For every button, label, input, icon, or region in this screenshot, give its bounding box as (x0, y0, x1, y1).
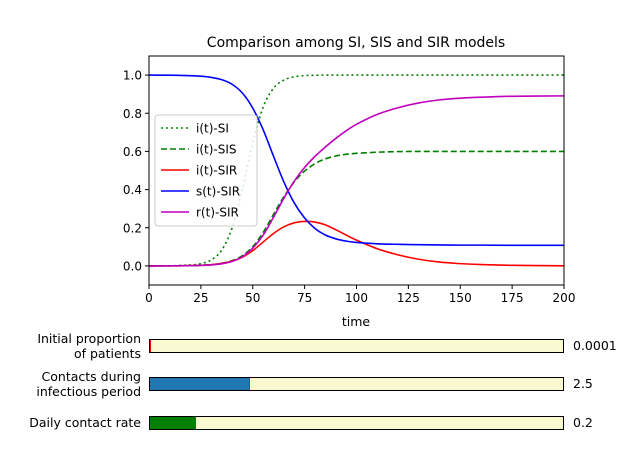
x-axis: 0 25 50 75 100 125 150 175 200 (145, 285, 575, 305)
legend-label: i(t)-SIS (196, 143, 237, 157)
x-tick-label: 125 (397, 291, 420, 305)
x-tick-label: 175 (501, 291, 524, 305)
legend-box (154, 114, 258, 227)
series-line-s-t-sir (148, 74, 565, 247)
legend-label: i(t)-SI (196, 122, 229, 136)
slider-label-line2: of patients (73, 346, 141, 361)
line-chart: Comparison among SI, SIS and SIR models … (123, 35, 576, 329)
plot-lines (148, 74, 565, 267)
legend: i(t)-SI i(t)-SIS i(t)-SIR s(t)-SIR r(t)-SIR (154, 114, 258, 227)
y-tick-label: 0.8 (123, 107, 142, 121)
x-tick-label: 0 (145, 291, 153, 305)
x-tick-label: 75 (297, 291, 312, 305)
slider-value-initial-proportion: 0.0001 (573, 338, 617, 353)
slider-initial-proportion[interactable] (149, 339, 564, 353)
y-tick-label: 1.0 (123, 69, 142, 83)
chart-title: Comparison among SI, SIS and SIR models (207, 35, 505, 51)
x-tick-label: 100 (345, 291, 368, 305)
legend-label: s(t)-SIR (196, 185, 240, 199)
slider-label-contacts-infectious-period: Contacts during infectious period (36, 369, 141, 399)
slider-value-daily-contact-rate: 0.2 (573, 415, 593, 430)
x-tick-label: 50 (245, 291, 260, 305)
slider-handle[interactable] (150, 340, 151, 352)
slider-label-initial-proportion: Initial proportion of patients (37, 331, 141, 361)
slider-label-line2: infectious period (36, 384, 141, 399)
y-tick-label: 0.0 (123, 259, 142, 273)
slider-label-line1: Contacts during (41, 369, 141, 384)
legend-label: r(t)-SIR (196, 206, 239, 220)
slider-daily-contact-rate[interactable] (149, 416, 564, 430)
y-tick-label: 0.4 (123, 183, 142, 197)
slider-handle[interactable] (195, 417, 196, 429)
y-axis: 0.0 0.2 0.4 0.6 0.8 1.0 (123, 69, 149, 273)
y-tick-label: 0.2 (123, 221, 142, 235)
series-line-i-t-si (148, 74, 564, 267)
x-tick-label: 150 (449, 291, 472, 305)
y-tick-label: 0.6 (123, 145, 142, 159)
slider-contacts-infectious-period[interactable] (149, 377, 564, 391)
slider-label-line1: Initial proportion (37, 331, 141, 346)
slider-label-daily-contact-rate: Daily contact rate (29, 415, 141, 430)
x-axis-label: time (342, 314, 371, 329)
slider-label-line1: Daily contact rate (29, 415, 141, 430)
series-line-i-t-sir (148, 220, 565, 267)
legend-label: i(t)-SIR (196, 164, 237, 178)
slider-value-contacts-infectious-period: 2.5 (573, 376, 593, 391)
series-line-r-t-sir (148, 95, 565, 267)
x-tick-label: 25 (193, 291, 208, 305)
slider-fill (150, 417, 195, 429)
slider-handle[interactable] (249, 378, 250, 390)
slider-fill (150, 378, 249, 390)
x-tick-label: 200 (553, 291, 576, 305)
